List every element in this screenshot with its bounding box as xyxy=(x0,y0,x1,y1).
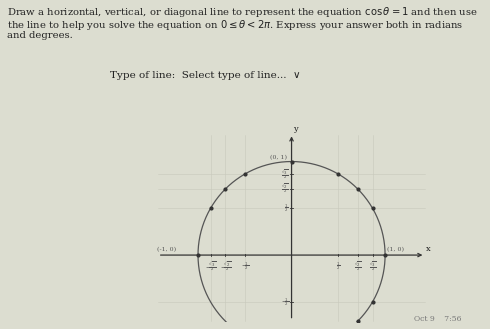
Text: $\frac{1}{2}$: $\frac{1}{2}$ xyxy=(284,202,289,214)
Text: $-\!\frac{\sqrt{3}}{2}$: $-\!\frac{\sqrt{3}}{2}$ xyxy=(205,260,217,273)
Text: $\frac{\sqrt{3}}{2}$: $\frac{\sqrt{3}}{2}$ xyxy=(368,260,376,273)
Text: and degrees.: and degrees. xyxy=(7,31,73,40)
Text: x: x xyxy=(426,245,431,253)
Text: Draw a horizontal, vertical, or diagonal line to represent the equation $\cos\th: Draw a horizontal, vertical, or diagonal… xyxy=(7,5,478,19)
Text: $-\!\frac{\sqrt{2}}{2}$: $-\!\frac{\sqrt{2}}{2}$ xyxy=(220,260,231,273)
Text: $\frac{1}{2}$: $\frac{1}{2}$ xyxy=(336,260,341,272)
Text: Oct 9    7:56: Oct 9 7:56 xyxy=(414,315,462,323)
Text: (-1, 0): (-1, 0) xyxy=(157,247,176,252)
Text: (1, 0): (1, 0) xyxy=(387,247,404,252)
Text: $\frac{\sqrt{2}}{2}$: $\frac{\sqrt{2}}{2}$ xyxy=(281,183,289,195)
Text: y: y xyxy=(294,125,298,133)
Text: $\frac{\sqrt{3}}{2}$: $\frac{\sqrt{3}}{2}$ xyxy=(281,167,289,181)
Text: (0, 1): (0, 1) xyxy=(270,155,287,160)
Text: the line to help you solve the equation on $0 \leq \theta < 2\pi$. Express your : the line to help you solve the equation … xyxy=(7,18,464,32)
Text: Type of line:  Select type of line...  ∨: Type of line: Select type of line... ∨ xyxy=(110,71,301,80)
Text: $-\!\frac{1}{2}$: $-\!\frac{1}{2}$ xyxy=(281,296,289,308)
Text: $-\!\frac{1}{2}$: $-\!\frac{1}{2}$ xyxy=(241,260,249,272)
Text: $\frac{\sqrt{2}}{2}$: $\frac{\sqrt{2}}{2}$ xyxy=(354,260,362,273)
